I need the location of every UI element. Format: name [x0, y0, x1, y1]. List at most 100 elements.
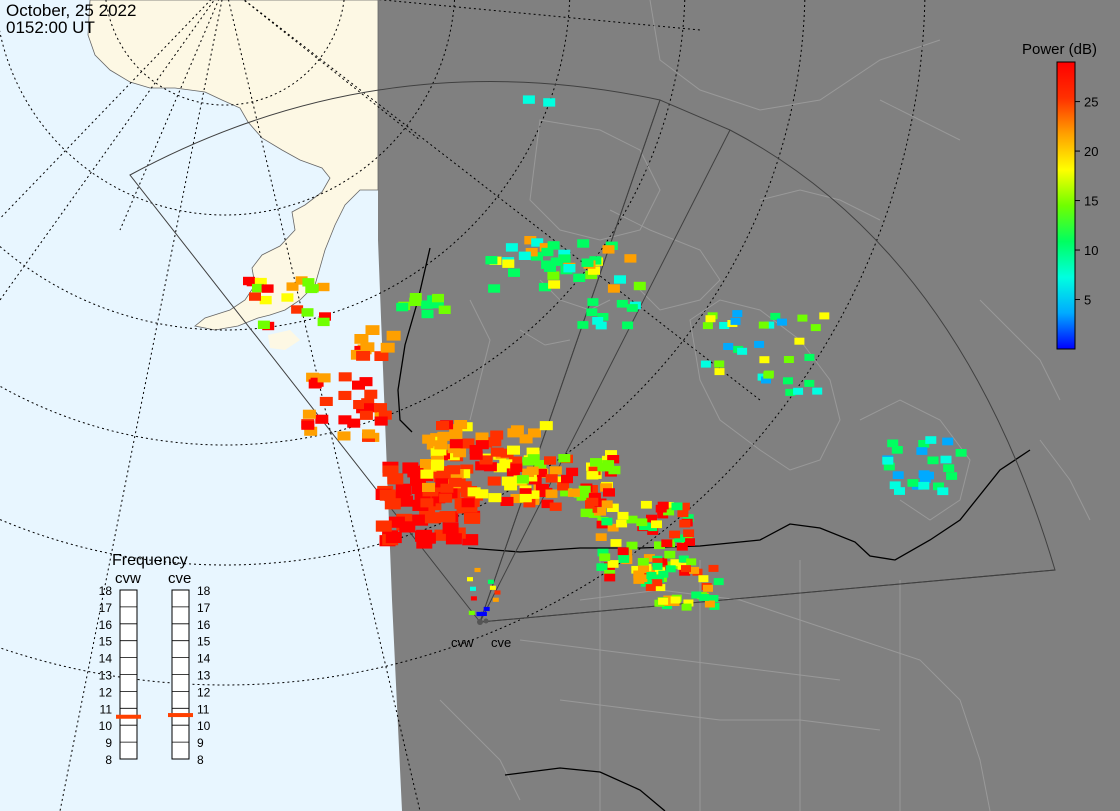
echo-cell	[409, 293, 422, 302]
echo-cell	[420, 300, 433, 309]
echo-cell	[524, 236, 537, 245]
geo-line-13	[759, 189, 881, 221]
echo-cell	[492, 597, 499, 602]
echo-cell	[439, 493, 453, 503]
echo-cell	[560, 488, 573, 497]
echo-cell	[937, 487, 949, 496]
echo-cell	[586, 471, 599, 480]
echo-cell	[681, 565, 691, 573]
echo-cell	[606, 503, 619, 512]
geo-line-18	[469, 299, 491, 421]
echo-cell	[654, 541, 665, 550]
echo-cell	[658, 561, 670, 570]
echo-cell	[597, 313, 609, 321]
echo-cell	[810, 324, 821, 332]
echo-cell	[664, 550, 676, 559]
echo-cell	[663, 507, 675, 516]
echo-cell	[508, 268, 520, 277]
geo-line-17	[1039, 439, 1091, 521]
echo-cell	[505, 243, 518, 252]
alaska-peninsula	[268, 330, 300, 350]
echo-cell	[894, 487, 905, 495]
echo-cell	[470, 586, 476, 591]
echo-cell	[657, 501, 669, 510]
radar-label-cve: cve	[168, 570, 191, 587]
freq-tick-left-6: 12	[99, 685, 113, 699]
echo-cell	[522, 95, 535, 104]
freq-tick-left-10: 8	[105, 753, 112, 767]
echo-cell	[431, 299, 444, 309]
echo-cell	[683, 599, 694, 607]
echo-cell	[607, 455, 620, 464]
echo-cell	[730, 317, 741, 325]
echo-cell	[467, 577, 473, 582]
echo-cell	[669, 530, 681, 539]
echo-cell	[448, 477, 462, 487]
echo-cell	[549, 466, 562, 475]
echo-cell	[527, 490, 540, 499]
echo-cell	[626, 304, 638, 312]
echo-cell	[603, 488, 615, 497]
border-lines	[397, 247, 1031, 811]
echo-cell	[468, 610, 475, 615]
echo-cell	[382, 465, 399, 477]
echo-cell	[461, 498, 475, 508]
echo-cell	[691, 591, 702, 599]
alaska-canada-border	[397, 247, 431, 433]
echo-cell	[700, 360, 711, 368]
echo-cell	[663, 599, 674, 606]
freq-tick-left-0: 18	[99, 584, 113, 598]
echo-cell	[651, 520, 662, 529]
echo-cell	[507, 445, 520, 455]
echo-cell	[640, 579, 652, 587]
geo-line-1	[609, 209, 721, 311]
echo-cell	[470, 596, 477, 601]
radar-sites: cvw cve	[451, 618, 511, 650]
echo-cell	[626, 515, 638, 524]
echo-cell	[646, 514, 657, 523]
echo-cell	[758, 321, 769, 329]
echo-cell	[702, 322, 713, 330]
geo-line-0	[529, 119, 661, 241]
echo-cell	[658, 597, 669, 605]
colorbar-tick-label-4: 5	[1084, 293, 1091, 308]
echo-cell	[616, 299, 628, 308]
echo-cell	[431, 466, 448, 479]
freq-tick-left-2: 16	[99, 618, 113, 632]
echo-cell	[889, 481, 901, 490]
echo-cell	[557, 482, 570, 491]
echo-cell	[338, 415, 352, 425]
echo-cell	[698, 575, 709, 583]
time-label: 0152:00 UT	[6, 18, 95, 37]
echo-cell	[347, 418, 361, 428]
echo-cell	[518, 251, 531, 260]
echo-cell	[616, 519, 628, 528]
echo-cell	[510, 463, 523, 472]
echo-cell	[317, 317, 330, 327]
echo-cell	[605, 450, 617, 459]
echo-cell	[286, 282, 299, 291]
echo-cell	[550, 257, 563, 266]
colorbar-tick-label-3: 10	[1084, 243, 1098, 258]
echo-cell	[501, 476, 515, 486]
echo-cell	[633, 576, 645, 584]
echo-cell	[374, 403, 387, 413]
echo-cell	[624, 254, 637, 263]
echo-cell	[907, 479, 919, 487]
freq-tick-left-8: 10	[99, 719, 113, 733]
echo-cell	[770, 312, 781, 320]
echo-cell	[671, 502, 683, 511]
echo-cell	[504, 481, 518, 491]
fov-cve-inner-edge	[479, 129, 731, 623]
canada-us-border	[467, 449, 1031, 561]
echo-cell	[509, 456, 522, 466]
echo-cell	[522, 457, 535, 466]
freq-tick-left-5: 13	[99, 669, 113, 683]
echo-cell	[558, 454, 571, 463]
echo-cell	[714, 360, 725, 368]
echo-cell	[539, 421, 553, 431]
echo-cell	[759, 356, 770, 364]
colorbar: Power (dB) 25 20 15 10 5	[1022, 41, 1098, 350]
echo-cell	[510, 494, 524, 504]
colorbar-ticks: 25 20 15 10 5	[1075, 95, 1098, 308]
